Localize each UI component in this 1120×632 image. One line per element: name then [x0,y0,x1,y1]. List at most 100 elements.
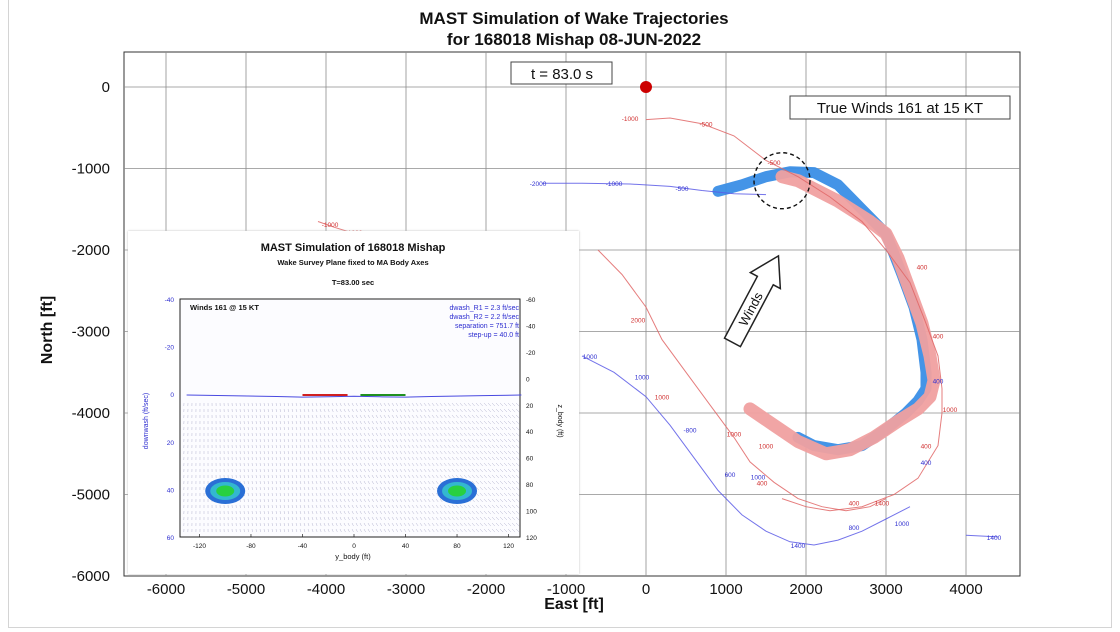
field-stroke [403,450,407,455]
field-stroke [427,444,431,449]
field-stroke [423,480,427,485]
field-stroke [471,438,475,443]
field-stroke [399,456,403,461]
field-stroke [271,456,273,461]
field-stroke [363,408,366,413]
field-stroke [383,528,387,533]
field-stroke [315,402,318,407]
field-stroke [271,426,273,431]
field-stroke [439,510,443,515]
field-stroke [295,468,298,473]
field-stroke [291,414,294,419]
field-stroke [363,474,366,479]
field-stroke [455,444,459,449]
field-stroke [399,516,403,521]
field-stroke [347,516,350,521]
field-stroke [439,522,443,527]
field-stroke [415,528,419,533]
field-stroke [491,432,496,437]
field-stroke [267,462,269,467]
field-stroke [343,468,346,473]
field-stroke [443,432,447,437]
field-stroke [299,432,302,437]
field-stroke [351,504,354,509]
field-stroke [271,492,273,497]
field-stroke [463,402,467,407]
field-stroke [507,528,512,533]
field-stroke [503,432,508,437]
field-stroke [455,438,459,443]
field-stroke [383,504,387,509]
field-stroke [503,498,508,503]
field-stroke [419,498,423,503]
field-stroke [319,432,322,437]
series-layer: -2000-1000-500-1000-500-500-1000-1000200… [317,81,1002,550]
field-stroke [431,522,435,527]
field-stroke [379,468,382,473]
field-stroke [407,480,411,485]
field-stroke [515,522,520,527]
field-stroke [335,402,338,407]
field-stroke [407,402,411,407]
field-stroke [371,408,374,413]
field-stroke [439,528,443,533]
field-stroke [339,510,342,515]
field-stroke [323,426,326,431]
field-stroke [347,492,350,497]
inset-stat-4: step-up = 40.0 ft [468,332,519,339]
field-stroke [363,420,366,425]
field-stroke [279,408,282,413]
y-tick-label: -3000 [72,324,110,341]
field-stroke [419,402,423,407]
field-stroke [383,516,387,521]
field-stroke [399,474,403,479]
field-stroke [503,420,508,425]
field-stroke [267,414,269,419]
field-stroke [359,444,362,449]
field-stroke [339,420,342,425]
field-stroke [479,456,483,461]
field-stroke [335,408,338,413]
field-stroke [467,474,471,479]
field-stroke [459,528,463,533]
field-stroke [351,420,354,425]
field-stroke [379,528,382,533]
field-stroke [407,420,411,425]
field-stroke [475,432,479,437]
field-stroke [271,474,273,479]
field-stroke [319,510,322,515]
field-stroke [475,402,479,407]
field-stroke [415,426,419,431]
field-stroke [487,438,492,443]
field-stroke [407,438,411,443]
field-stroke [291,510,294,515]
field-stroke [447,504,451,509]
field-stroke [507,432,512,437]
field-stroke [407,414,411,419]
field-stroke [323,414,326,419]
field-stroke [511,516,516,521]
field-stroke [279,480,282,485]
field-stroke [395,504,399,509]
field-stroke [327,474,330,479]
field-stroke [387,402,391,407]
field-stroke [315,426,318,431]
field-stroke [259,432,261,437]
field-stroke [507,516,512,521]
field-stroke [427,450,431,455]
field-stroke [267,432,269,437]
field-stroke [315,474,318,479]
field-stroke [307,492,310,497]
field-stroke [395,426,399,431]
y-tick-label: 0 [102,79,110,96]
field-stroke [423,444,427,449]
field-stroke [427,456,431,461]
field-stroke [479,468,483,473]
field-stroke [323,468,326,473]
field-stroke [303,504,306,509]
field-stroke [435,432,439,437]
field-stroke [375,516,378,521]
field-stroke [375,462,378,467]
field-stroke [511,498,516,503]
field-stroke [427,432,431,437]
